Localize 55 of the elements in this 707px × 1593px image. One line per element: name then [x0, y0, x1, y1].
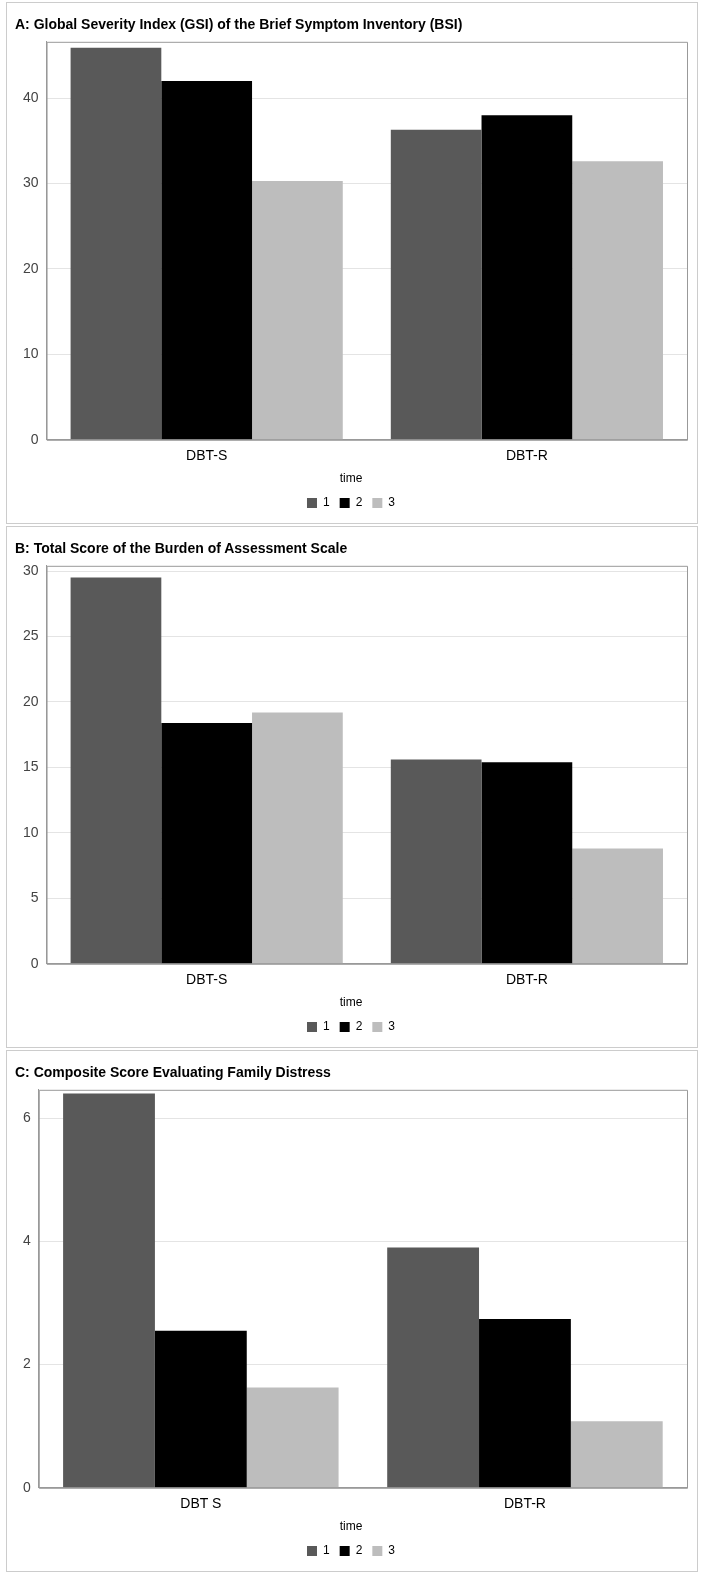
legend-title: time	[339, 1518, 363, 1533]
bar	[387, 1247, 480, 1488]
chart-title: B: Total Score of the Burden of Assessment Scale	[15, 540, 348, 557]
bar	[390, 759, 482, 964]
y-tick-label: 6	[22, 1109, 31, 1125]
legend-label: 1	[322, 1019, 330, 1034]
bar	[572, 161, 663, 440]
legend-title: time	[339, 994, 363, 1009]
chart-title: A: Global Severity Index (GSI) of the Brief Symptom Inventory (BSI)	[15, 16, 463, 33]
y-tick-label: 0	[30, 430, 39, 447]
y-tick-label: 30	[22, 561, 39, 578]
bar	[63, 1093, 155, 1488]
y-tick-label: 20	[22, 692, 39, 709]
x-tick-label: DBT S	[180, 1495, 222, 1512]
bar	[479, 1318, 571, 1488]
y-tick-label: 0	[22, 1478, 31, 1495]
bar	[481, 115, 573, 440]
bar	[161, 722, 253, 964]
bar	[154, 1330, 247, 1488]
bar	[70, 577, 162, 964]
y-tick-label: 40	[22, 89, 39, 106]
legend-title: time	[339, 470, 363, 485]
bar	[161, 81, 253, 440]
x-tick-label: DBT-S	[186, 971, 228, 988]
y-tick-label: 4	[22, 1232, 31, 1249]
y-tick-label: 20	[22, 259, 39, 276]
legend-label: 3	[388, 495, 396, 510]
y-tick-label: 2	[22, 1355, 31, 1372]
bar	[70, 47, 162, 440]
legend-label: 1	[322, 1543, 330, 1558]
y-tick-label: 25	[22, 627, 39, 644]
bar	[246, 1387, 339, 1488]
chart-title: C: Composite Score Evaluating Family Distress	[15, 1064, 332, 1081]
bar	[252, 712, 343, 964]
y-tick-label: 30	[22, 174, 39, 191]
legend-label: 2	[355, 495, 363, 510]
bar	[570, 1421, 663, 1488]
y-tick-label: 10	[22, 345, 39, 362]
bar	[572, 848, 663, 964]
legend-label: 3	[388, 1019, 396, 1034]
x-tick-label: DBT-R	[505, 447, 548, 464]
y-tick-label: 15	[22, 758, 39, 775]
x-tick-label: DBT-S	[186, 447, 228, 464]
bar	[390, 129, 482, 440]
legend-label: 3	[388, 1543, 396, 1558]
bar	[481, 762, 573, 964]
x-tick-label: DBT-R	[505, 971, 548, 988]
y-tick-label: 10	[22, 823, 39, 840]
y-tick-label: 0	[30, 954, 39, 971]
legend-label: 2	[355, 1019, 363, 1034]
legend-label: 2	[355, 1543, 363, 1558]
y-tick-label: 5	[30, 889, 39, 906]
bar	[252, 181, 343, 440]
legend-label: 1	[322, 495, 330, 510]
x-tick-label: DBT-R	[503, 1495, 546, 1512]
